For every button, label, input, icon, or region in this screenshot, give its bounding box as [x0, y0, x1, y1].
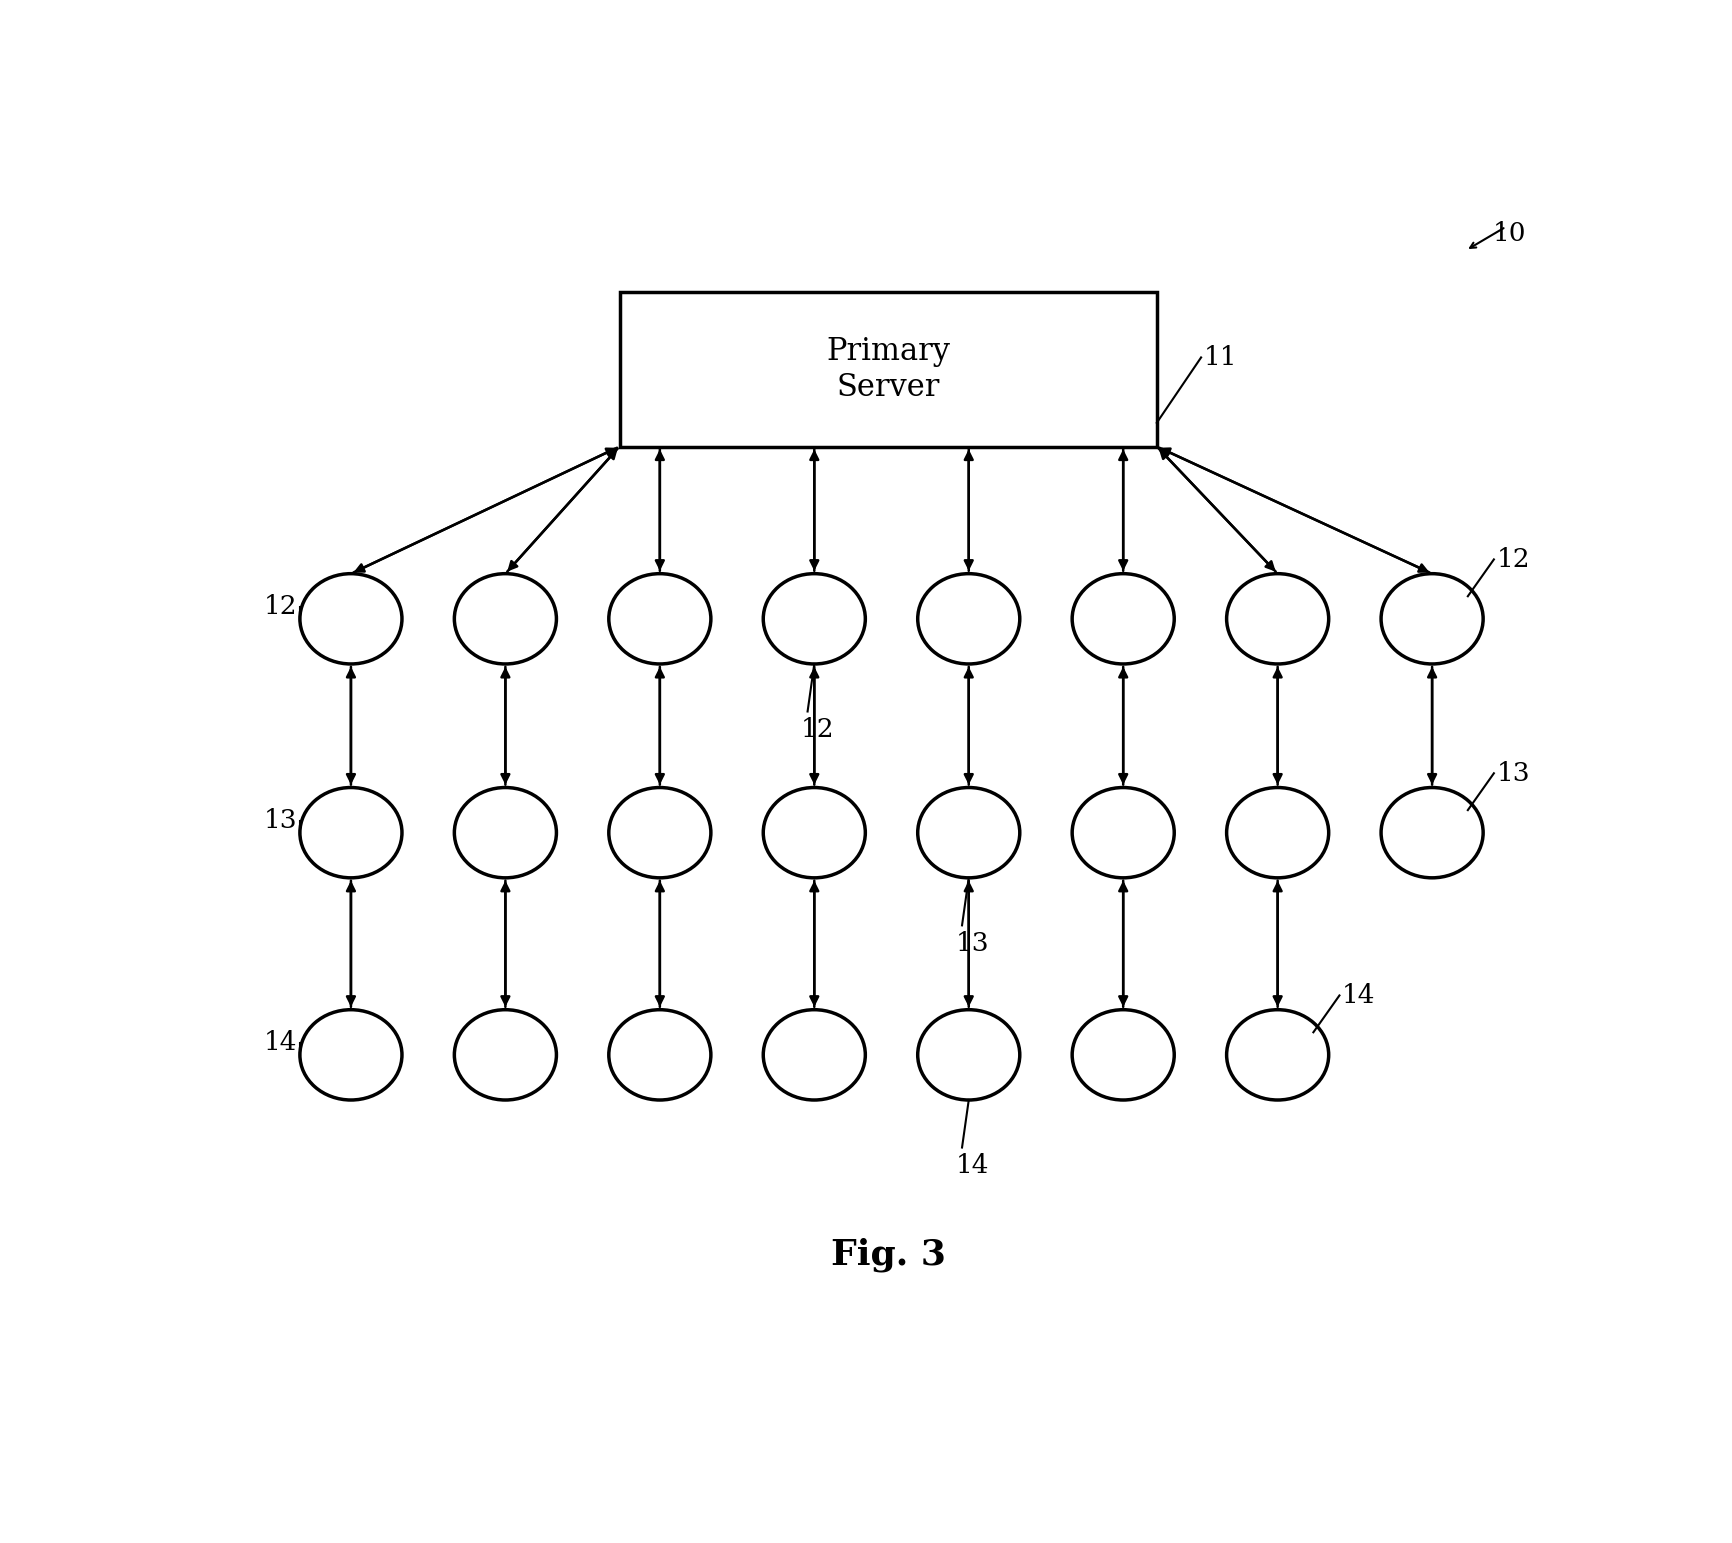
Circle shape	[918, 1009, 1018, 1100]
Text: 13: 13	[954, 932, 989, 957]
Circle shape	[1226, 787, 1328, 878]
Circle shape	[300, 574, 402, 663]
Circle shape	[454, 574, 556, 663]
Text: 10: 10	[1491, 221, 1526, 245]
Circle shape	[1072, 574, 1174, 663]
Circle shape	[454, 1009, 556, 1100]
Circle shape	[608, 787, 710, 878]
Text: 11: 11	[1204, 346, 1237, 370]
Circle shape	[1380, 787, 1483, 878]
Circle shape	[608, 574, 710, 663]
Circle shape	[1380, 574, 1483, 663]
Text: 12: 12	[1496, 546, 1529, 572]
Circle shape	[300, 787, 402, 878]
Text: 12: 12	[263, 594, 298, 619]
Text: 14: 14	[1341, 983, 1375, 1008]
Circle shape	[300, 1009, 402, 1100]
Text: 13: 13	[1496, 761, 1529, 785]
Circle shape	[454, 787, 556, 878]
Text: 13: 13	[263, 809, 298, 833]
Circle shape	[608, 1009, 710, 1100]
Circle shape	[762, 787, 864, 878]
Circle shape	[918, 787, 1018, 878]
Circle shape	[1226, 1009, 1328, 1100]
Circle shape	[1072, 1009, 1174, 1100]
Circle shape	[918, 574, 1018, 663]
FancyBboxPatch shape	[620, 292, 1155, 446]
Text: Fig. 3: Fig. 3	[830, 1237, 946, 1271]
Text: 12: 12	[800, 717, 835, 742]
Circle shape	[1226, 574, 1328, 663]
Text: 14: 14	[263, 1031, 298, 1055]
Circle shape	[762, 1009, 864, 1100]
Circle shape	[762, 574, 864, 663]
Text: 14: 14	[954, 1154, 989, 1179]
Text: Primary
Server: Primary Server	[826, 336, 949, 403]
Circle shape	[1072, 787, 1174, 878]
